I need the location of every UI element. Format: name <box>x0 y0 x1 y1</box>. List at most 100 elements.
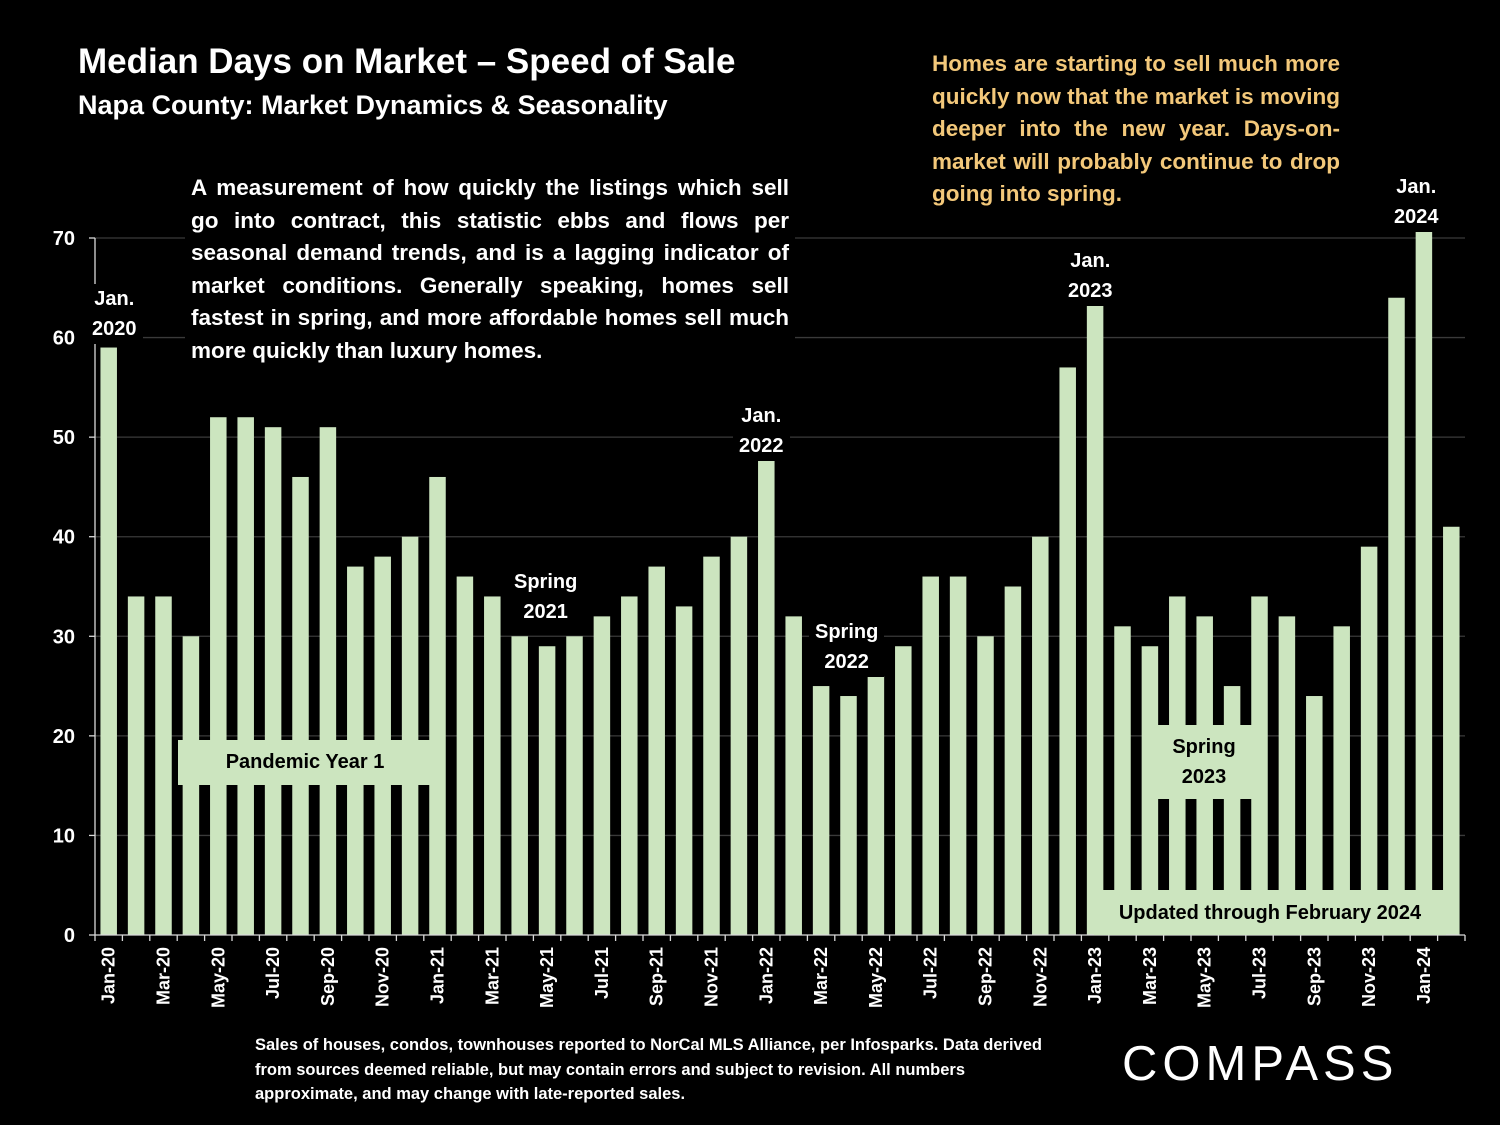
bar-Sep-21 <box>648 566 665 935</box>
source-footnote: Sales of houses, condos, townhouses repo… <box>255 1036 1042 1103</box>
annotation-spring-2023-line1: Spring <box>1172 736 1236 758</box>
bar-Aug-21 <box>621 596 638 935</box>
annotation-jan-2022: Jan. 2022 <box>733 401 790 461</box>
annotation-spring-2021-line1: Spring <box>514 571 578 593</box>
bar-Jul-21 <box>593 616 611 935</box>
bar-Apr-22 <box>840 696 857 935</box>
annotation-spring-2022: Spring 2022 <box>809 617 885 677</box>
bar-Oct-23 <box>1333 626 1350 935</box>
pandemic-year-label: Pandemic Year 1 <box>178 740 432 785</box>
bar-Jun-20 <box>237 417 254 935</box>
annotation-jan-2023: Jan. 2023 <box>1062 246 1119 306</box>
chart-title: Median Days on Market – Speed of Sale <box>78 42 736 81</box>
updated-through-label: Updated through February 2024 <box>1094 890 1446 935</box>
bar-Oct-21 <box>675 606 693 935</box>
x-tick-label-Sep-22: Sep-22 <box>976 947 996 1006</box>
y-tick-label-50: 50 <box>53 427 75 449</box>
annotation-spring-2022-line1: Spring <box>815 621 879 643</box>
annotation-spring-2021: Spring 2021 <box>508 567 584 627</box>
x-tick-label-Jan-23: Jan-23 <box>1085 947 1105 1004</box>
y-tick-label-40: 40 <box>53 527 75 549</box>
y-tick-label-30: 30 <box>53 626 75 648</box>
axes: 0 10 20 30 40 50 60 70 Jan-20 Mar-20 May-20 Jul-20 S… <box>53 228 1466 1008</box>
annotation-jan-2024-line1: Jan. <box>1396 176 1437 198</box>
x-tick-label-Jan-22: Jan-22 <box>756 947 776 1004</box>
bar-Nov-23 <box>1360 546 1378 935</box>
y-tick-label-60: 60 <box>53 328 75 350</box>
x-tick-label-Jan-24: Jan-24 <box>1414 947 1434 1004</box>
bar-Mar-22 <box>812 686 830 935</box>
x-tick-label-May-23: May-23 <box>1195 947 1215 1008</box>
bar-Feb-24 <box>1443 526 1460 935</box>
bar-Sep-20 <box>319 427 337 935</box>
bar-Aug-23 <box>1278 616 1296 935</box>
bar-May-21 <box>538 646 556 935</box>
annotation-jan-2024-line2: 2024 <box>1394 206 1439 228</box>
bar-Dec-22 <box>1059 367 1076 935</box>
x-tick-label-Jul-21: Jul-21 <box>592 947 612 999</box>
annotation-jan-2020-line1: Jan. <box>94 288 135 310</box>
bar-Dec-23 <box>1388 297 1405 935</box>
bar-May-20 <box>210 417 227 935</box>
bar-Jan-24 <box>1415 218 1433 936</box>
y-tick-label-0: 0 <box>64 925 75 947</box>
bar-Sep-22 <box>977 636 994 935</box>
x-tick-label-Jan-20: Jan-20 <box>99 947 119 1004</box>
x-tick-label-Mar-21: Mar-21 <box>482 947 502 1005</box>
annotation-jan-2024: Jan. 2024 <box>1388 172 1445 232</box>
x-tick-label-Sep-20: Sep-20 <box>318 947 338 1006</box>
bar-Mar-20 <box>155 596 172 935</box>
annotation-jan-2020-line2: 2020 <box>92 318 137 340</box>
x-tick-label-Sep-21: Sep-21 <box>647 947 667 1006</box>
bar-Dec-21 <box>730 536 748 935</box>
bar-Apr-20 <box>182 636 200 935</box>
description-note: A measurement of how quickly the listing… <box>185 170 795 369</box>
bars <box>100 218 1460 936</box>
bar-Feb-20 <box>127 596 145 935</box>
x-tick-label-Mar-22: Mar-22 <box>811 947 831 1005</box>
annotation-jan-2023-line1: Jan. <box>1070 250 1111 272</box>
chart-subtitle: Napa County: Market Dynamics & Seasonali… <box>78 90 668 120</box>
x-tick-label-Mar-20: Mar-20 <box>154 947 174 1005</box>
bar-Sep-23 <box>1306 696 1323 935</box>
annotation-jan-2022-line1: Jan. <box>741 405 782 427</box>
bar-Dec-20 <box>401 536 419 935</box>
bar-Jan-22 <box>758 457 775 935</box>
x-tick-label-Nov-22: Nov-22 <box>1030 947 1050 1007</box>
bar-Feb-21 <box>456 576 474 935</box>
annotation-jan-2023-line2: 2023 <box>1068 280 1113 302</box>
y-tick-label-20: 20 <box>53 726 75 748</box>
bar-Jan-21 <box>429 476 446 935</box>
x-tick-label-Jan-21: Jan-21 <box>428 947 448 1004</box>
x-tick-label-Jul-20: Jul-20 <box>263 947 283 999</box>
x-tick-label-Nov-23: Nov-23 <box>1359 947 1379 1007</box>
bar-Feb-22 <box>785 616 802 935</box>
bar-Jun-21 <box>566 636 583 935</box>
x-tick-label-Mar-23: Mar-23 <box>1140 947 1160 1005</box>
bar-Nov-22 <box>1032 536 1049 935</box>
bar-Oct-22 <box>1004 586 1022 935</box>
x-tick-label-Sep-23: Sep-23 <box>1304 947 1324 1006</box>
y-tick-label-10: 10 <box>53 825 75 847</box>
bar-May-22 <box>867 676 885 935</box>
bar-Aug-20 <box>292 476 309 935</box>
x-tick-label-Jul-22: Jul-22 <box>921 947 941 999</box>
insight-callout: Homes are starting to sell much more qui… <box>926 48 1346 211</box>
x-tick-label-May-21: May-21 <box>537 947 557 1008</box>
x-tick-label-Jul-23: Jul-23 <box>1250 947 1270 999</box>
annotation-jan-2022-line2: 2022 <box>739 435 784 457</box>
x-tick-label-Nov-20: Nov-20 <box>373 947 393 1007</box>
annotation-jan-2020: Jan. 2020 <box>86 284 143 344</box>
x-tick-label-May-22: May-22 <box>866 947 886 1008</box>
bar-Jan-23 <box>1086 297 1104 935</box>
bar-Jul-22 <box>922 576 939 935</box>
bar-Jun-22 <box>895 646 912 935</box>
bar-Jul-20 <box>264 427 282 935</box>
annotation-spring-2023: Spring 2023 <box>1156 725 1252 799</box>
bar-Nov-21 <box>703 556 720 935</box>
bar-Feb-23 <box>1114 626 1131 935</box>
annotation-spring-2021-line2: 2021 <box>523 601 568 623</box>
bar-Mar-21 <box>484 596 501 935</box>
bar-Apr-21 <box>511 636 528 935</box>
